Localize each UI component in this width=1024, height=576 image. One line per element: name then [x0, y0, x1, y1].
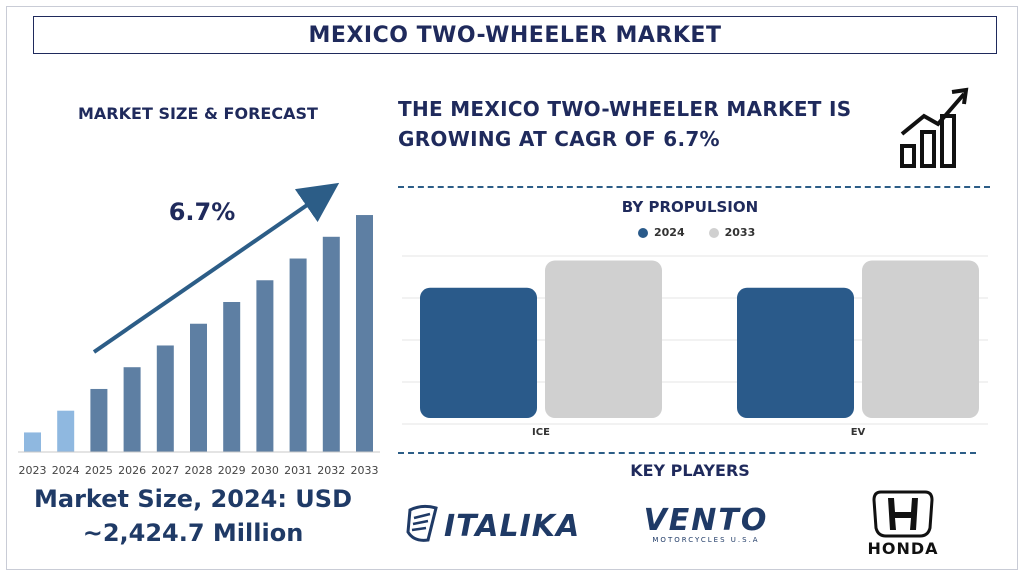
market-size-subtitle: MARKET SIZE & FORECAST	[78, 104, 318, 123]
forecast-bar-2031	[289, 258, 307, 452]
forecast-bar-2027	[156, 345, 174, 452]
propulsion-legend: 2024 2033	[638, 226, 771, 239]
cagr-label: 6.7%	[169, 198, 236, 226]
growth-arrow	[92, 182, 340, 354]
title-banner: MEXICO TWO-WHEELER MARKET	[33, 16, 997, 54]
legend-swatch-2033	[708, 227, 719, 238]
forecast-tick-2033: 2033	[351, 464, 379, 477]
forecast-tick-2032: 2032	[317, 464, 345, 477]
market-size-line1: Market Size, 2024: USD	[33, 485, 352, 513]
legend-label-2033: 2033	[724, 226, 756, 239]
forecast-tick-2028: 2028	[185, 464, 213, 477]
forecast-bar-2026	[123, 367, 141, 452]
propulsion-tick-ice: ICE	[532, 427, 550, 438]
legend-item-2024: 2024	[638, 226, 685, 239]
key-players-title: KEY PLAYERS	[630, 461, 750, 480]
forecast-bar-2023	[24, 432, 41, 452]
forecast-bar-2033	[356, 215, 373, 452]
forecast-tick-2029: 2029	[218, 464, 246, 477]
honda-logo: HONDA	[867, 490, 938, 558]
forecast-tick-2024: 2024	[52, 464, 80, 477]
forecast-tick-2031: 2031	[284, 464, 312, 477]
legend-swatch-2024	[638, 227, 648, 238]
market-size-text: Market Size, 2024: USD ~2,424.7 Million	[18, 482, 368, 550]
growth-chart-icon	[900, 87, 969, 168]
page-frame	[6, 6, 1018, 570]
forecast-bar-2025	[90, 388, 108, 452]
market-size-line2: ~2,424.7 Million	[82, 519, 304, 547]
section-divider-2	[398, 452, 976, 454]
vento-logo: VENTO MOTORCYCLES U.S.A	[644, 503, 769, 544]
forecast-bar-2029	[223, 302, 241, 452]
honda-wordmark: HONDA	[867, 539, 938, 558]
forecast-tick-2026: 2026	[118, 464, 146, 477]
forecast-bar-2032	[322, 236, 340, 452]
forecast-bar-chart: 6.7% 2023 2024 2025 2026 2027 2028 2029 2030 203…	[18, 182, 380, 477]
vento-tagline: MOTORCYCLES U.S.A	[652, 536, 759, 544]
propulsion-tick-ev: EV	[851, 427, 866, 438]
forecast-tick-2023: 2023	[19, 464, 47, 477]
section-divider	[398, 186, 990, 188]
forecast-bar-2024	[57, 410, 75, 452]
propulsion-bar-ice-2024	[420, 287, 537, 418]
forecast-bar-2030	[256, 280, 274, 452]
forecast-bar-2028	[190, 323, 207, 452]
cagr-headline: THE MEXICO TWO-WHEELER MARKET IS GROWING…	[398, 97, 852, 151]
vento-wordmark: VENTO	[644, 503, 769, 538]
propulsion-chart-title: BY PROPULSION	[621, 198, 759, 216]
forecast-tick-2025: 2025	[85, 464, 113, 477]
forecast-tick-2030: 2030	[251, 464, 279, 477]
italika-wordmark: ITALIKA	[444, 509, 580, 544]
legend-item-2033: 2033	[708, 226, 756, 239]
propulsion-bar-chart: ICE EV	[402, 255, 988, 438]
italika-logo: ITALIKA	[406, 504, 580, 544]
page-title: MEXICO TWO-WHEELER MARKET	[308, 22, 722, 48]
propulsion-bar-ev-2024	[737, 287, 854, 418]
legend-label-2024: 2024	[654, 226, 685, 239]
propulsion-bar-ice-2033	[545, 260, 662, 418]
propulsion-bar-ev-2033	[862, 260, 979, 418]
forecast-tick-2027: 2027	[151, 464, 179, 477]
